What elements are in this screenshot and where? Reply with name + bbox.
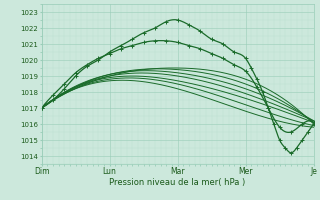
X-axis label: Pression niveau de la mer( hPa ): Pression niveau de la mer( hPa )	[109, 178, 246, 187]
